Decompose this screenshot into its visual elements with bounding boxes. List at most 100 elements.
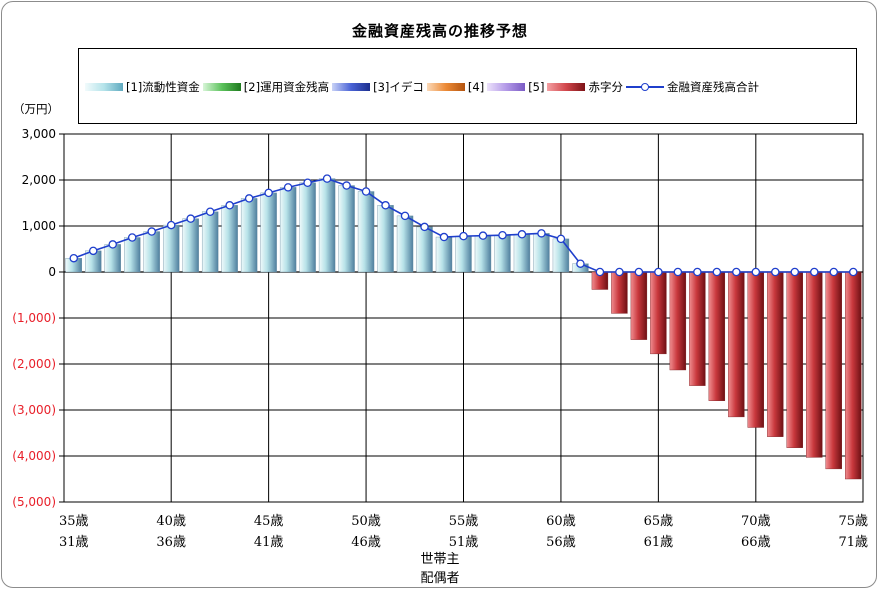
point-total bbox=[654, 267, 663, 277]
legend-swatch-5 bbox=[487, 83, 526, 91]
point-total bbox=[673, 267, 683, 277]
point-total bbox=[829, 267, 839, 277]
bar-deficit bbox=[845, 271, 862, 480]
point-total bbox=[751, 267, 761, 277]
bar-deficit bbox=[825, 271, 842, 470]
x-tick-label-head: 40歳 bbox=[156, 514, 186, 529]
x-tick-label-head: 35歳 bbox=[59, 514, 89, 529]
legend-label-5: [5] bbox=[528, 80, 545, 94]
bar-liquidity bbox=[435, 236, 453, 273]
x-tick-label-spouse: 36歳 bbox=[156, 535, 186, 550]
legend-swatch-investment bbox=[202, 83, 241, 91]
point-total bbox=[283, 183, 293, 192]
point-total bbox=[166, 220, 176, 230]
bar-deficit bbox=[806, 271, 823, 458]
bar-deficit bbox=[767, 271, 784, 437]
bar-deficit bbox=[611, 271, 628, 314]
y-tick-label: (3,000) bbox=[12, 403, 56, 417]
bar-layer bbox=[65, 178, 862, 480]
bar-deficit bbox=[689, 271, 706, 386]
legend-item-liquidity: [1]流動性資金 bbox=[85, 79, 200, 95]
x-tick-label-head: 50歳 bbox=[351, 514, 381, 529]
point-total bbox=[127, 233, 137, 242]
bar-liquidity bbox=[396, 215, 414, 273]
line-layer bbox=[69, 174, 858, 277]
bar-liquidity bbox=[318, 178, 336, 273]
legend-swatch-4 bbox=[426, 83, 465, 91]
point-total bbox=[381, 201, 390, 210]
bar-deficit bbox=[747, 271, 765, 428]
point-total bbox=[361, 187, 371, 196]
y-tick-label: (4,000) bbox=[12, 449, 56, 463]
bar-liquidity bbox=[455, 235, 472, 273]
y-tick-label: 3,000 bbox=[22, 127, 56, 141]
legend-swatch-ideco bbox=[332, 83, 371, 91]
legend-label-deficit: 赤字分 bbox=[588, 80, 623, 94]
point-total bbox=[205, 207, 215, 216]
bar-liquidity bbox=[240, 198, 258, 273]
point-total bbox=[69, 253, 78, 263]
legend-item-total: 金融資産残高合計 bbox=[625, 79, 759, 95]
bar-liquidity bbox=[221, 205, 238, 273]
point-total bbox=[459, 231, 468, 241]
point-total bbox=[576, 259, 585, 268]
legend-label-liquidity: [1]流動性資金 bbox=[126, 80, 200, 94]
legend-swatch-deficit bbox=[547, 83, 586, 91]
label-layer: 3,000 2,000 1,000 0 (1,000) (2,000) (3,000) (4,… bbox=[12, 127, 868, 550]
x-tick-label-head: 60歳 bbox=[546, 514, 576, 529]
y-tick-label: (5,000) bbox=[12, 495, 56, 509]
y-tick-label: (1,000) bbox=[12, 311, 56, 325]
bar-deficit bbox=[650, 271, 667, 355]
point-total bbox=[147, 227, 156, 236]
bar-liquidity bbox=[357, 191, 375, 273]
bar-deficit bbox=[728, 271, 745, 418]
y-unit-label: （万円） bbox=[13, 102, 59, 116]
point-total bbox=[771, 267, 780, 277]
bar-liquidity bbox=[182, 218, 199, 273]
bar-liquidity bbox=[260, 192, 277, 273]
point-total bbox=[556, 234, 566, 244]
legend-row: [1]流動性資金 [2]運用資金残高 [3]イデコ [4] [5] 赤字分 金融… bbox=[85, 79, 762, 95]
point-total bbox=[420, 222, 429, 232]
legend: [1]流動性資金 [2]運用資金残高 [3]イデコ [4] [5] 赤字分 金融… bbox=[78, 48, 857, 124]
x-tick-label-spouse: 56歳 bbox=[546, 535, 576, 550]
chart-title: 金融資産残高の推移予想 bbox=[351, 22, 528, 40]
x-tick-label-spouse: 66歳 bbox=[741, 535, 771, 550]
bar-deficit bbox=[708, 271, 726, 402]
point-total bbox=[264, 188, 273, 198]
point-total bbox=[537, 229, 546, 238]
x-tick-label-spouse: 51歳 bbox=[449, 535, 479, 550]
point-total bbox=[303, 178, 312, 188]
x-tick-label-head: 45歳 bbox=[254, 514, 284, 529]
legend-item-deficit: 赤字分 bbox=[547, 79, 623, 95]
x-tick-label-head: 55歳 bbox=[449, 514, 479, 529]
bar-liquidity bbox=[377, 205, 394, 273]
y-tick-label: 2,000 bbox=[22, 173, 56, 187]
x-tick-label-spouse: 31歳 bbox=[59, 535, 89, 550]
bar-liquidity bbox=[552, 238, 570, 273]
bar-liquidity bbox=[124, 237, 141, 273]
legend-item-4: [4] bbox=[426, 80, 485, 94]
point-total bbox=[517, 230, 527, 239]
legend-label-ideco: [3]イデコ bbox=[373, 80, 424, 94]
point-total bbox=[595, 267, 605, 277]
legend-swatch-liquidity bbox=[85, 83, 123, 91]
point-total bbox=[712, 267, 722, 277]
legend-label-4: [4] bbox=[467, 80, 485, 94]
point-total bbox=[225, 201, 234, 210]
point-total bbox=[244, 194, 254, 203]
bar-deficit bbox=[669, 271, 687, 371]
legend-swatch-total bbox=[625, 82, 664, 92]
bar-deficit bbox=[786, 271, 803, 448]
bar-liquidity bbox=[338, 185, 355, 273]
bar-liquidity bbox=[416, 226, 433, 273]
x-tick-label-head: 75歳 bbox=[838, 514, 868, 529]
point-total bbox=[322, 174, 332, 183]
y-tick-label: (2,000) bbox=[12, 357, 56, 371]
point-total bbox=[693, 267, 702, 277]
bar-deficit bbox=[630, 271, 648, 340]
point-total bbox=[478, 231, 488, 240]
bar-liquidity bbox=[143, 231, 160, 273]
point-total bbox=[108, 240, 117, 249]
point-total bbox=[615, 267, 624, 277]
